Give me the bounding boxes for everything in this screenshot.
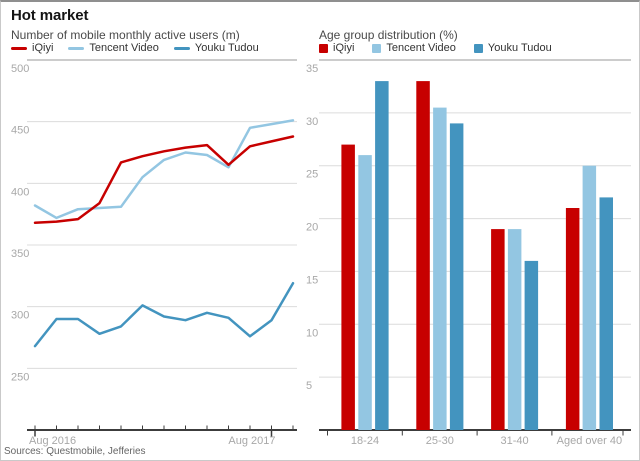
legend-item-youku-tudou: Youku Tudou xyxy=(473,42,552,54)
legend-item-tencent-video: Tencent Video xyxy=(372,42,456,54)
svg-text:450: 450 xyxy=(11,125,29,137)
svg-text:400: 400 xyxy=(11,186,29,198)
legend-swatch xyxy=(68,46,85,50)
legend-label: iQiyi xyxy=(32,42,54,54)
svg-text:Aug 2017: Aug 2017 xyxy=(228,435,275,447)
legend-label: Youku Tudou xyxy=(194,42,259,54)
svg-text:300: 300 xyxy=(11,310,29,322)
line-chart-subtitle: Number of mobile monthly active users (m… xyxy=(11,28,240,42)
svg-text:Aug 2016: Aug 2016 xyxy=(29,435,76,447)
svg-text:25-30: 25-30 xyxy=(426,435,454,447)
svg-text:350: 350 xyxy=(11,248,29,260)
svg-text:250: 250 xyxy=(11,371,29,383)
svg-text:500: 500 xyxy=(11,63,29,75)
svg-text:Aged over 40: Aged over 40 xyxy=(557,435,622,447)
legend-item-tencent-video: Tencent Video xyxy=(68,42,159,54)
line-chart-svg: 250 300 350 400 450 500 Aug 2016 Aug 2017 xyxy=(11,59,297,447)
legend-item-youku-tudou: Youku Tudou xyxy=(173,42,259,54)
bar-chart-legend: iQiyi Tencent Video Youku Tudou xyxy=(319,42,552,54)
svg-text:5: 5 xyxy=(306,380,312,392)
svg-text:20: 20 xyxy=(306,222,318,234)
page-title: Hot market xyxy=(11,7,89,24)
legend-swatch xyxy=(11,46,27,50)
svg-text:35: 35 xyxy=(306,63,318,75)
legend-swatch xyxy=(372,43,382,53)
svg-text:15: 15 xyxy=(306,274,318,286)
svg-text:31-40: 31-40 xyxy=(501,435,529,447)
svg-text:18-24: 18-24 xyxy=(351,435,379,447)
legend-label: iQiyi xyxy=(333,42,355,54)
legend-swatch xyxy=(473,43,483,53)
svg-text:30: 30 xyxy=(306,116,318,128)
svg-text:25: 25 xyxy=(306,169,318,181)
source-note: Sources: Questmobile, Jefferies xyxy=(4,446,146,457)
bar-chart-subtitle: Age group distribution (%) xyxy=(319,28,458,42)
line-chart-legend: iQiyi Tencent Video Youku Tudou xyxy=(11,42,259,54)
svg-text:10: 10 xyxy=(306,327,318,339)
legend-label: Tencent Video xyxy=(89,42,159,54)
legend-label: Youku Tudou xyxy=(487,42,552,54)
legend-item-iqiyi: iQiyi xyxy=(319,42,354,54)
bar-chart-svg: 5 10 15 20 25 30 35 18-24 25-30 31-40 Aged over 40 xyxy=(306,59,631,447)
legend-label: Tencent Video xyxy=(386,42,456,54)
legend-item-iqiyi: iQiyi xyxy=(11,42,53,54)
legend-swatch xyxy=(173,46,190,50)
legend-swatch xyxy=(319,43,328,53)
